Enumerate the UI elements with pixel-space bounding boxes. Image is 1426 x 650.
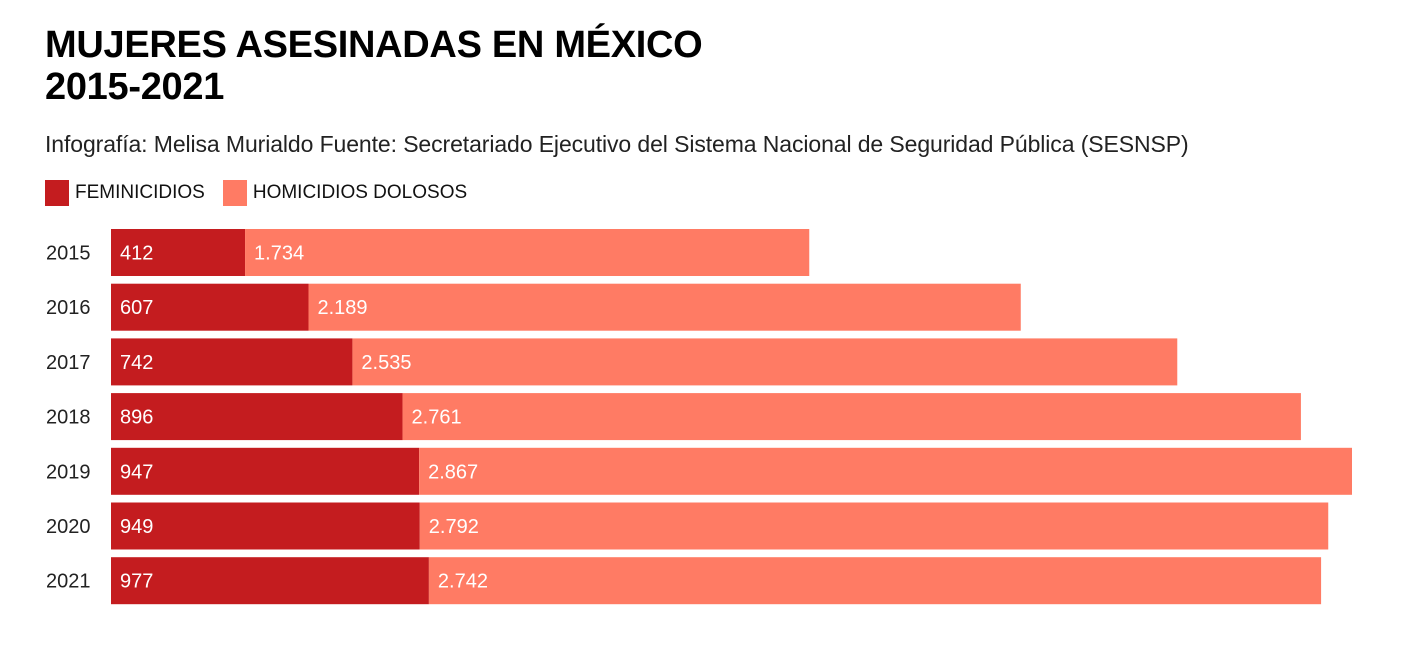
legend-swatch-homicidios: [222, 180, 247, 206]
legend-label-homicidios: HOMICIDIOS DOLOSOS: [252, 182, 468, 203]
legend-item-feminicidios: FEMINICIDIOS: [45, 180, 205, 206]
legend-swatch-feminicidios: [45, 180, 69, 206]
bar-row-2015: 2015 412 1.734: [46, 229, 810, 276]
bar-row-2021: 2021 977 2.742: [46, 557, 1322, 605]
bar-feminicidios: [111, 557, 429, 605]
bar-homicidios: [428, 557, 1322, 605]
y-tick-label: 2016: [46, 297, 91, 319]
chart-title-line1: MUJERES ASESINADAS EN MÉXICO: [45, 24, 703, 66]
bar-feminicidios: [111, 447, 420, 495]
y-tick-label: 2019: [46, 461, 91, 483]
data-label-homicidios: 2.742: [438, 571, 488, 593]
data-label-feminicidios: 412: [120, 243, 153, 265]
bar-row-2018: 2018 896 2.761: [46, 393, 1301, 441]
bar-feminicidios: [111, 338, 353, 386]
y-tick-label: 2017: [46, 352, 91, 374]
bar-homicidios: [419, 502, 1329, 550]
data-label-feminicidios: 947: [120, 461, 153, 483]
legend-item-homicidios: HOMICIDIOS DOLOSOS: [222, 180, 468, 206]
legend-label-feminicidios: FEMINICIDIOS: [75, 182, 205, 203]
bar-homicidios: [419, 447, 1353, 495]
bar-homicidios: [308, 283, 1021, 331]
data-label-homicidios: 2.189: [318, 297, 368, 319]
y-tick-label: 2015: [46, 243, 91, 265]
y-tick-label: 2020: [46, 516, 91, 538]
bar-feminicidios: [111, 393, 403, 441]
data-label-feminicidios: 977: [120, 571, 153, 593]
chart-title-line2: 2015-2021: [45, 66, 225, 108]
bar-homicidios: [245, 229, 810, 276]
data-label-homicidios: 2.761: [412, 407, 462, 429]
data-label-feminicidios: 949: [120, 516, 153, 538]
bar-feminicidios: [111, 283, 309, 331]
data-label-homicidios: 2.792: [429, 516, 479, 538]
bar-row-2019: 2019 947 2.867: [46, 447, 1353, 495]
data-label-homicidios: 2.867: [428, 461, 478, 483]
chart-subtitle: Infografía: Melisa Murialdo Fuente: Secr…: [45, 131, 1189, 157]
y-tick-label: 2018: [46, 407, 91, 429]
bar-row-2020: 2020 949 2.792: [46, 502, 1329, 550]
bar-feminicidios: [111, 502, 420, 550]
legend: FEMINICIDIOS HOMICIDIOS DOLOSOS: [45, 180, 485, 206]
data-label-feminicidios: 896: [120, 407, 153, 429]
bar-feminicidios: [111, 229, 246, 276]
data-label-homicidios: 2.535: [361, 352, 411, 374]
y-tick-label: 2021: [46, 571, 91, 593]
data-label-feminicidios: 607: [120, 297, 153, 319]
bar-row-2016: 2016 607 2.189: [46, 283, 1021, 331]
data-label-homicidios: 1.734: [254, 243, 304, 265]
bar-homicidios: [402, 393, 1301, 441]
bar-row-2017: 2017 742 2.535: [46, 338, 1178, 386]
chart-title: MUJERES ASESINADAS EN MÉXICO 2015-2021: [45, 24, 703, 108]
bar-homicidios: [352, 338, 1178, 386]
data-label-feminicidios: 742: [120, 352, 153, 374]
